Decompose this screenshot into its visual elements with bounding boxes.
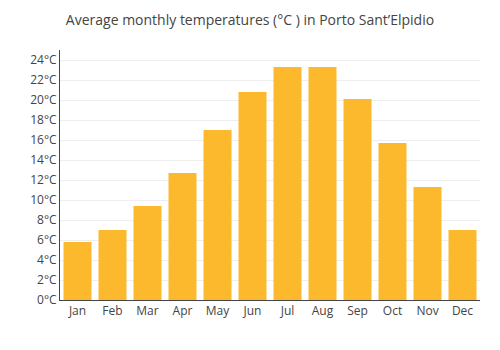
svg-text:12°C: 12°C bbox=[30, 171, 57, 188]
svg-text:8°C: 8°C bbox=[37, 211, 57, 228]
svg-text:Nov: Nov bbox=[416, 302, 438, 319]
svg-text:10°C: 10°C bbox=[30, 191, 57, 208]
svg-text:14°C: 14°C bbox=[30, 151, 57, 168]
svg-text:20°C: 20°C bbox=[30, 91, 57, 108]
svg-text:6°C: 6°C bbox=[37, 231, 57, 248]
svg-text:Apr: Apr bbox=[173, 302, 193, 319]
svg-text:Oct: Oct bbox=[383, 302, 402, 319]
svg-text:18°C: 18°C bbox=[30, 111, 57, 128]
svg-text:Mar: Mar bbox=[136, 302, 158, 319]
svg-text:Sep: Sep bbox=[347, 302, 368, 319]
svg-text:16°C: 16°C bbox=[30, 131, 57, 148]
svg-text:22°C: 22°C bbox=[30, 71, 57, 88]
svg-text:Feb: Feb bbox=[102, 302, 122, 319]
svg-text:2°C: 2°C bbox=[37, 271, 57, 288]
svg-text:Aug: Aug bbox=[312, 302, 334, 319]
svg-text:Average monthly temperatures (: Average monthly temperatures (°C ) in Po… bbox=[66, 10, 434, 29]
svg-text:0°C: 0°C bbox=[37, 291, 57, 308]
svg-text:Jun: Jun bbox=[243, 302, 262, 319]
svg-text:4°C: 4°C bbox=[37, 251, 57, 268]
svg-text:Jan: Jan bbox=[68, 302, 86, 319]
svg-text:May: May bbox=[206, 302, 230, 319]
svg-text:24°C: 24°C bbox=[30, 51, 57, 68]
svg-text:Jul: Jul bbox=[280, 302, 295, 319]
svg-text:Dec: Dec bbox=[452, 302, 473, 319]
